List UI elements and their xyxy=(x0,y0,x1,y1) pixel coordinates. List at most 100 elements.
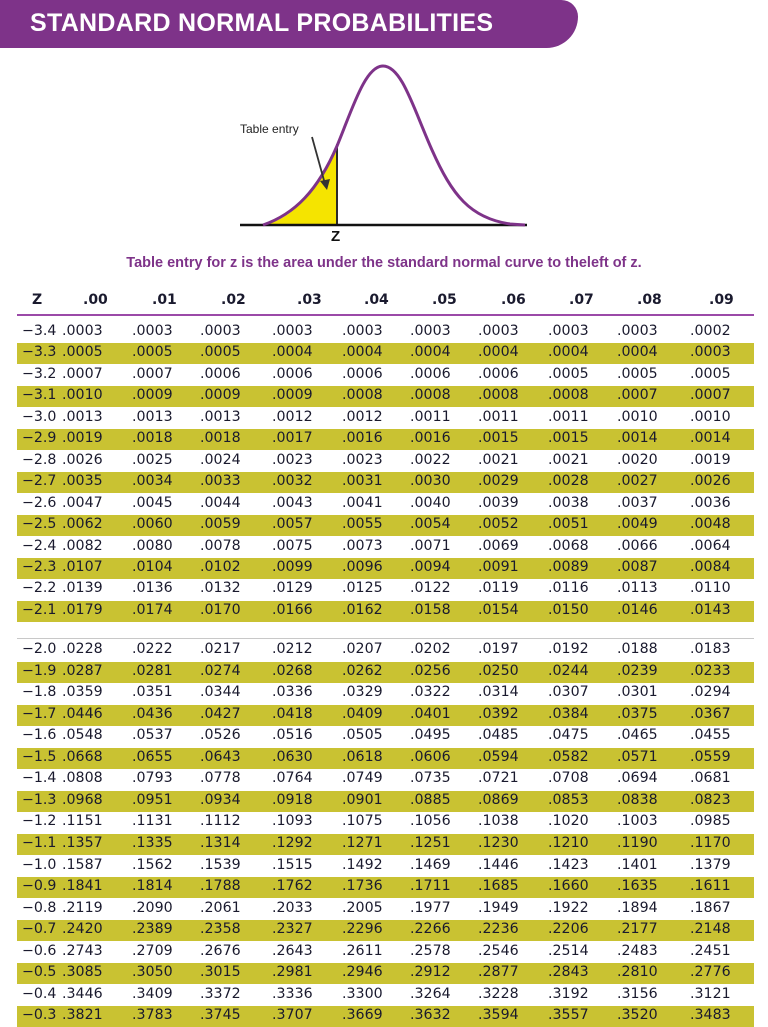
probability-cell: .0853 xyxy=(548,792,589,808)
probability-cell: .2810 xyxy=(617,964,658,980)
table-row: −1.5 .0668 .0655 .0643 .0630 .0618 .0606 .0594.… xyxy=(17,748,754,769)
probability-cell: .0505 xyxy=(342,727,383,743)
probability-cell: .2327 xyxy=(272,921,313,937)
probability-cell: .0054 xyxy=(410,516,451,532)
probability-cell: .1894 xyxy=(617,900,658,916)
probability-cell: .3121 xyxy=(690,986,731,1002)
probability-cell: .1423 xyxy=(548,857,589,873)
z-value: −1.3 xyxy=(22,792,57,808)
z-value: −1.2 xyxy=(22,813,57,829)
probability-cell: .0548 xyxy=(62,727,103,743)
probability-cell: .0571 xyxy=(617,749,658,765)
probability-cell: .0004 xyxy=(617,344,658,360)
table-row: −3.1 .0010 .0009 .0009 .0009 .0008 .0008 .0008.… xyxy=(17,386,754,407)
probability-cell: .1841 xyxy=(62,878,103,894)
probability-cell: .0764 xyxy=(272,770,313,786)
table-header: z .00 .01 .02 .03 .04 .05 .06 .07 .08 .09 xyxy=(0,292,768,314)
table-row: −1.9 .0287 .0281 .0274 .0268 .0262 .0256 .0250.… xyxy=(17,662,754,683)
table-row: −2.4 .0082 .0080 .0078 .0075 .0073 .0071 .0069.… xyxy=(17,537,754,558)
probability-cell: .0455 xyxy=(690,727,731,743)
probability-cell: .0028 xyxy=(548,473,589,489)
probability-cell: .0256 xyxy=(410,663,451,679)
probability-cell: .3156 xyxy=(617,986,658,1002)
probability-cell: .1660 xyxy=(548,878,589,894)
probability-cell: .0485 xyxy=(478,727,519,743)
probability-cell: .2148 xyxy=(690,921,731,937)
probability-cell: .0002 xyxy=(690,323,731,339)
probability-cell: .0004 xyxy=(548,344,589,360)
probability-cell: .0287 xyxy=(62,663,103,679)
table-row: −3.3 .0005 .0005 .0005 .0004 .0004 .0004 .0004.… xyxy=(17,343,754,364)
arrow-line xyxy=(311,136,326,185)
probability-cell: .0013 xyxy=(200,409,241,425)
probability-cell: .2389 xyxy=(132,921,173,937)
probability-cell: .0080 xyxy=(132,538,173,554)
probability-cell: .0559 xyxy=(690,749,731,765)
probability-cell: .0020 xyxy=(617,452,658,468)
probability-cell: .0023 xyxy=(272,452,313,468)
z-value: −2.5 xyxy=(22,516,57,532)
probability-cell: .2358 xyxy=(200,921,241,937)
probability-cell: .0062 xyxy=(62,516,103,532)
table-row: −2.6 .0047 .0045 .0044 .0043 .0041 .0040 .0039.… xyxy=(17,494,754,515)
probability-cell: .0016 xyxy=(410,430,451,446)
probability-cell: .0537 xyxy=(132,727,173,743)
table-row: −2.0 .0228 .0222 .0217 .0212 .0207 .0202 .0197.… xyxy=(17,640,754,661)
probability-cell: .0594 xyxy=(478,749,519,765)
table-row: −0.4 .3446 .3409 .3372 .3336 .3300 .3264 .3228.… xyxy=(17,985,754,1006)
z-value: −1.9 xyxy=(22,663,57,679)
probability-cell: .0934 xyxy=(200,792,241,808)
probability-cell: .0003 xyxy=(548,323,589,339)
z-value: −2.9 xyxy=(22,430,57,446)
probability-cell: .0526 xyxy=(200,727,241,743)
probability-cell: .0064 xyxy=(690,538,731,554)
table-row: −0.3 .3821 .3783 .3745 .3707 .3669 .3632 .3594.… xyxy=(17,1006,754,1027)
probability-cell: .0630 xyxy=(272,749,313,765)
probability-cell: .0409 xyxy=(342,706,383,722)
probability-cell: .0008 xyxy=(410,387,451,403)
probability-cell: .0005 xyxy=(548,366,589,382)
probability-cell: .0336 xyxy=(272,684,313,700)
table-row: −0.7 .2420 .2389 .2358 .2327 .2296 .2266 .2236.… xyxy=(17,920,754,941)
column-header: .06 xyxy=(501,292,526,308)
probability-cell: .3446 xyxy=(62,986,103,1002)
probability-cell: .0668 xyxy=(62,749,103,765)
probability-cell: .0006 xyxy=(272,366,313,382)
probability-cell: .0212 xyxy=(272,641,313,657)
probability-cell: .0606 xyxy=(410,749,451,765)
table-row: −0.5 .3085 .3050 .3015 .2981 .2946 .2912 .2877.… xyxy=(17,963,754,984)
probability-cell: .0009 xyxy=(200,387,241,403)
probability-cell: .1038 xyxy=(478,813,519,829)
z-value: −1.0 xyxy=(22,857,57,873)
probability-cell: .0010 xyxy=(617,409,658,425)
probability-cell: .3300 xyxy=(342,986,383,1002)
probability-cell: .1075 xyxy=(342,813,383,829)
column-header: .04 xyxy=(364,292,389,308)
probability-cell: .0808 xyxy=(62,770,103,786)
probability-cell: .0052 xyxy=(478,516,519,532)
z-value: −0.6 xyxy=(22,943,57,959)
probability-cell: .0003 xyxy=(200,323,241,339)
table-row: −2.8 .0026 .0025 .0024 .0023 .0023 .0022 .0021.… xyxy=(17,451,754,472)
table-row: −1.3 .0968 .0951 .0934 .0918 .0901 .0885 .0869.… xyxy=(17,791,754,812)
probability-cell: .0012 xyxy=(272,409,313,425)
probability-cell: .2177 xyxy=(617,921,658,937)
probability-cell: .0618 xyxy=(342,749,383,765)
probability-cell: .0951 xyxy=(132,792,173,808)
z-value: −1.5 xyxy=(22,749,57,765)
probability-cell: .2611 xyxy=(342,943,383,959)
probability-cell: .0014 xyxy=(617,430,658,446)
probability-cell: .0516 xyxy=(272,727,313,743)
z-value: −2.1 xyxy=(22,602,57,618)
probability-cell: .0262 xyxy=(342,663,383,679)
table-row: −3.4 .0003 .0003 .0003 .0003 .0003 .0003 .0003.… xyxy=(17,322,754,343)
probability-cell: .0029 xyxy=(478,473,519,489)
probability-cell: .0035 xyxy=(62,473,103,489)
probability-cell: .3594 xyxy=(478,1007,519,1023)
bell-curve xyxy=(262,64,526,227)
probability-cell: .0003 xyxy=(478,323,519,339)
probability-cell: .2033 xyxy=(272,900,313,916)
probability-cell: .2643 xyxy=(272,943,313,959)
probability-cell: .0023 xyxy=(342,452,383,468)
probability-cell: .3015 xyxy=(200,964,241,980)
